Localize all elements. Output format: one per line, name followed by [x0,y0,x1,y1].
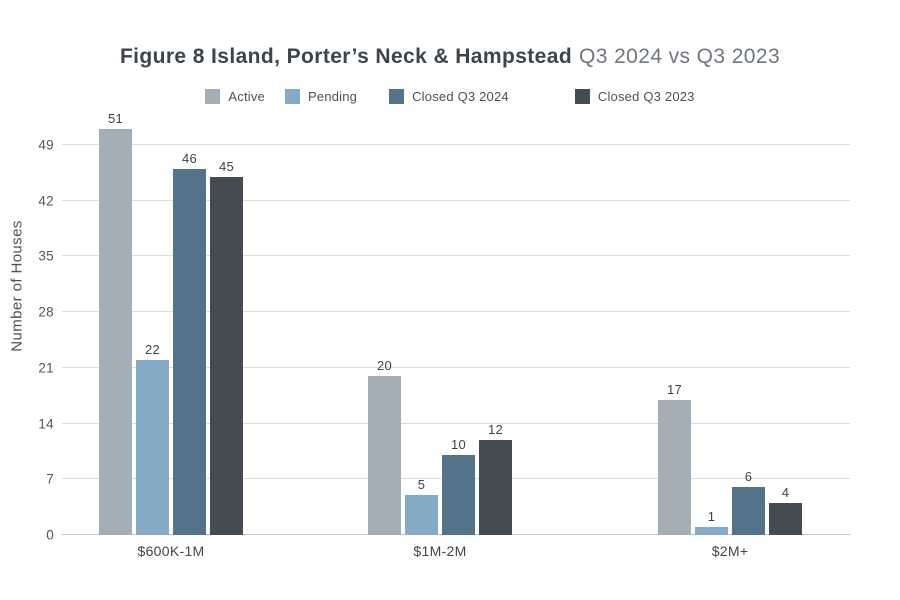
bar-value-label: 46 [181,150,198,166]
y-tick-label-35: 35 [38,248,54,264]
bar-column-pending-2m: 1 [695,510,728,535]
bar-column-closed-q3-2023-600k-1m: 45 [210,160,243,535]
bar-value-label: 17 [666,381,683,397]
gridline-14 [62,422,850,424]
gridline-49 [62,144,850,145]
bar-value-label: 22 [144,341,161,357]
bar-value-label: 12 [487,421,504,437]
bar-column-closed-q3-2024-1m-2m: 10 [442,438,475,535]
bar-value-label: 4 [781,485,790,501]
y-tick-label-14: 14 [38,416,54,432]
x-category-label-600k-1m: $600K-1M [137,543,205,559]
bar-active-600k-1m [99,129,132,535]
bar-pending-2m [695,527,728,535]
bar-column-active-2m: 17 [658,383,691,535]
legend-label: Closed Q3 2023 [597,89,695,104]
bar-group-1m-2m: 20 5 10 12 [368,359,512,535]
bar-value-label: 20 [376,357,393,373]
legend-swatch-icon [205,89,221,104]
legend-label: Pending [307,89,358,104]
bar-active-2m [658,399,691,535]
bar-column-active-600k-1m: 51 [99,112,132,535]
bar-closed-q3-2024-2m [732,487,765,535]
legend-swatch-icon [284,89,300,104]
bar-value-label: 6 [744,469,753,485]
bar-active-1m-2m [368,375,401,535]
chart-title-subtitle: Q3 2024 vs Q3 2023 [579,45,781,68]
bar-column-pending-600k-1m: 22 [136,343,169,535]
legend-item-active: Active [205,89,265,104]
x-category-label-2m: $2M+ [711,543,749,559]
gridline-35 [62,255,850,257]
bar-closed-q3-2023-600k-1m [210,176,243,535]
bar-pending-1m-2m [405,495,438,535]
legend-label: Closed Q3 2024 [412,89,509,104]
bar-pending-600k-1m [136,359,169,535]
legend-label: Active [228,89,265,104]
gridline-28 [62,311,850,313]
bar-column-closed-q3-2023-2m: 4 [769,486,802,535]
y-tick-label-42: 42 [38,193,54,209]
bar-closed-q3-2024-600k-1m [173,168,206,535]
bar-column-closed-q3-2024-600k-1m: 46 [173,152,206,535]
bar-value-label: 10 [450,437,467,453]
chart-title-main: Figure 8 Island, Porter’s Neck & Hampste… [119,45,573,68]
bar-value-label: 5 [417,477,426,493]
bar-column-pending-1m-2m: 5 [405,478,438,535]
y-axis-tick-labels: 0 7 14 21 28 35 42 49 [0,125,54,543]
x-axis-category-labels: $600K-1M $1M-2M $2M+ [62,543,850,563]
legend-item-closed-q3-2023: Closed Q3 2023 [574,89,695,104]
y-tick-label-49: 49 [38,137,54,153]
chart-title: Figure 8 Island, Porter’s Neck & Hampste… [0,44,900,69]
bar-column-closed-q3-2024-2m: 6 [732,470,765,535]
chart-legend: Active Pending Closed Q3 2024 Closed Q3 202… [0,89,900,104]
gridline-21 [62,366,850,368]
bar-group-600k-1m: 51 22 46 45 [99,112,243,535]
y-tick-label-21: 21 [38,360,54,376]
bar-column-active-1m-2m: 20 [368,359,401,535]
y-tick-label-28: 28 [38,304,54,320]
legend-item-pending: Pending [284,89,358,104]
bar-group-2m: 17 1 6 4 [658,383,802,535]
plot-area: 51 22 46 45 20 5 10 12 17 1 6 4 [62,112,850,535]
bar-closed-q3-2023-2m [769,503,802,535]
y-tick-label-7: 7 [46,471,54,487]
bar-closed-q3-2024-1m-2m [442,455,475,535]
bar-column-closed-q3-2023-1m-2m: 12 [479,421,512,535]
bar-value-label: 45 [218,158,235,174]
legend-swatch-icon [574,89,590,104]
bar-value-label: 51 [107,111,124,127]
x-category-label-1m-2m: $1M-2M [413,543,467,559]
bar-closed-q3-2023-1m-2m [479,439,512,535]
legend-item-closed-q3-2024: Closed Q3 2024 [389,89,509,104]
bar-value-label: 1 [707,509,716,525]
legend-swatch-icon [389,89,405,104]
gridline-42 [62,199,850,201]
y-tick-label-0: 0 [46,527,54,543]
